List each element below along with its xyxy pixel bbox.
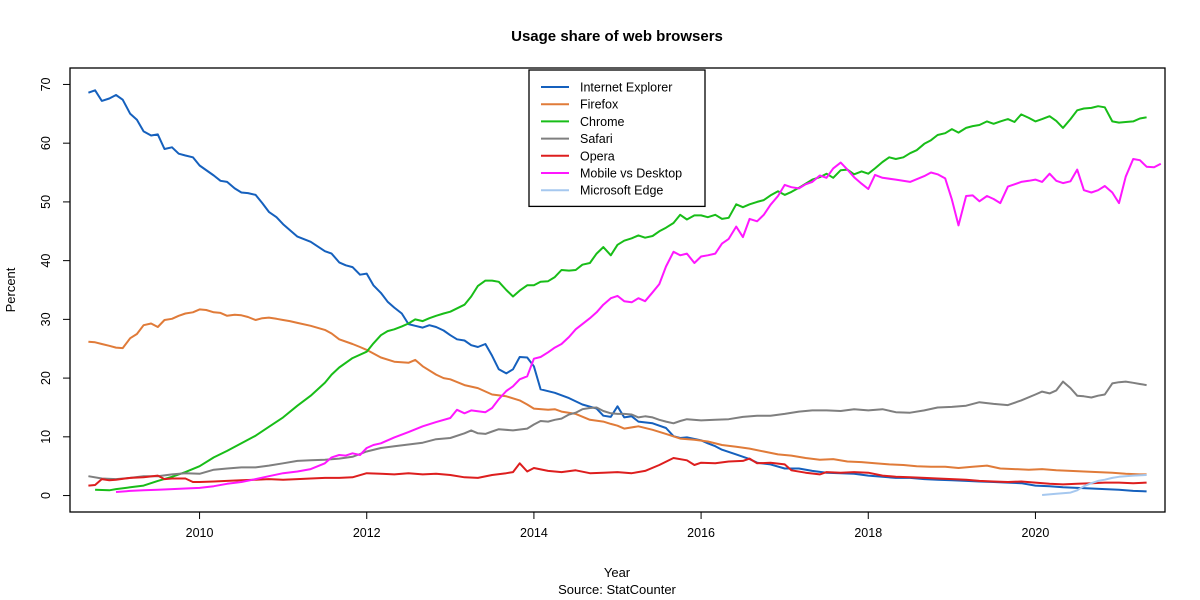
chart-title: Usage share of web browsers bbox=[511, 28, 723, 45]
x-tick-label: 2014 bbox=[520, 526, 548, 540]
y-tick-label: 20 bbox=[39, 371, 53, 385]
series-line-chrome bbox=[95, 105, 1147, 492]
x-axis-label: Year bbox=[604, 565, 631, 580]
y-tick-label: 60 bbox=[39, 136, 53, 150]
y-tick-label: 50 bbox=[39, 195, 53, 209]
series-line-firefox bbox=[88, 308, 1147, 476]
plot-frame bbox=[69, 67, 1166, 513]
x-tick-label: 2018 bbox=[854, 526, 882, 540]
y-axis-label: Percent bbox=[3, 267, 18, 312]
y-tick-label: 40 bbox=[39, 254, 53, 268]
legend-label: Internet Explorer bbox=[580, 81, 672, 95]
series-line-safari bbox=[88, 380, 1147, 481]
y-tick-label: 70 bbox=[39, 77, 53, 91]
legend-label: Opera bbox=[580, 149, 615, 163]
legend-label: Microsoft Edge bbox=[580, 184, 663, 198]
y-tick-label: 0 bbox=[39, 492, 53, 499]
y-tick-label: 30 bbox=[39, 312, 53, 326]
legend: Internet Explorer Firefox Chrome Safari Oper… bbox=[528, 69, 706, 208]
legend-label: Chrome bbox=[580, 115, 625, 129]
y-tick-label: 10 bbox=[39, 430, 53, 444]
series-layer bbox=[88, 89, 1162, 496]
legend-label: Safari bbox=[580, 132, 613, 146]
series-line-opera bbox=[88, 457, 1147, 487]
legend-label: Mobile vs Desktop bbox=[580, 167, 682, 181]
axes: 2010 2012 2014 2016 2018 2020 0 10 20 30 40 50 60 70 bbox=[39, 77, 1049, 540]
x-tick-label: 2016 bbox=[687, 526, 715, 540]
x-tick-label: 2012 bbox=[353, 526, 381, 540]
legend-label: Firefox bbox=[580, 98, 619, 112]
series-line-internet-explorer bbox=[88, 89, 1147, 493]
series-line-mobile-vs-desktop bbox=[115, 158, 1162, 493]
series-line-microsoft-edge bbox=[1042, 474, 1147, 496]
source-note: Source: StatCounter bbox=[558, 582, 676, 597]
x-tick-label: 2020 bbox=[1022, 526, 1050, 540]
x-tick-label: 2010 bbox=[186, 526, 214, 540]
